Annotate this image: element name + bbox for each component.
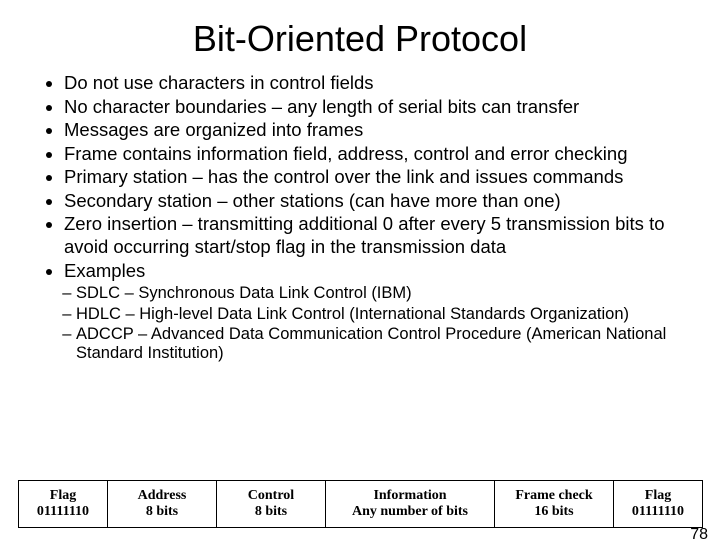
frame-cell-information: Information Any number of bits — [326, 481, 495, 528]
sub-bullet-list: SDLC – Synchronous Data Link Control (IB… — [36, 284, 684, 364]
bullet-item: Messages are organized into frames — [64, 119, 684, 142]
slide-body: Do not use characters in control fields … — [0, 72, 720, 364]
cell-line1: Control — [248, 488, 294, 503]
cell-line2: Any number of bits — [352, 504, 468, 519]
cell-line1: Frame check — [515, 488, 592, 503]
bullet-item: Zero insertion – transmitting additional… — [64, 213, 684, 258]
frame-cell-frame-check: Frame check 16 bits — [495, 481, 614, 528]
frame-cell-flag-start: Flag 01111110 — [19, 481, 108, 528]
frame-structure-table: Flag 01111110 Address 8 bits Control 8 b… — [18, 480, 703, 528]
cell-line2: 16 bits — [534, 504, 573, 519]
sub-bullet-item: HDLC – High-level Data Link Control (Int… — [76, 305, 684, 324]
bullet-item: Do not use characters in control fields — [64, 72, 684, 95]
frame-cell-control: Control 8 bits — [217, 481, 326, 528]
cell-line1: Address — [138, 488, 187, 503]
bullet-item: No character boundaries – any length of … — [64, 96, 684, 119]
bullet-list: Do not use characters in control fields … — [36, 72, 684, 282]
bullet-item: Examples — [64, 260, 684, 283]
cell-line1: Flag — [50, 488, 76, 503]
sub-bullet-item: SDLC – Synchronous Data Link Control (IB… — [76, 284, 684, 303]
cell-line2: 01111110 — [632, 504, 684, 519]
frame-cell-flag-end: Flag 01111110 — [614, 481, 703, 528]
slide-title: Bit-Oriented Protocol — [0, 18, 720, 60]
cell-line1: Flag — [645, 488, 671, 503]
frame-cell-address: Address 8 bits — [108, 481, 217, 528]
bullet-item: Frame contains information field, addres… — [64, 143, 684, 166]
bullet-item: Primary station – has the control over t… — [64, 166, 684, 189]
cell-line2: 01111110 — [37, 504, 89, 519]
cell-line1: Information — [373, 488, 446, 503]
sub-bullet-item: ADCCP – Advanced Data Communication Cont… — [76, 325, 684, 364]
table-row: Flag 01111110 Address 8 bits Control 8 b… — [19, 481, 703, 528]
bullet-item: Secondary station – other stations (can … — [64, 190, 684, 213]
cell-line2: 8 bits — [146, 504, 178, 519]
slide: Bit-Oriented Protocol Do not use charact… — [0, 18, 720, 540]
page-number: 78 — [690, 526, 708, 540]
cell-line2: 8 bits — [255, 504, 287, 519]
